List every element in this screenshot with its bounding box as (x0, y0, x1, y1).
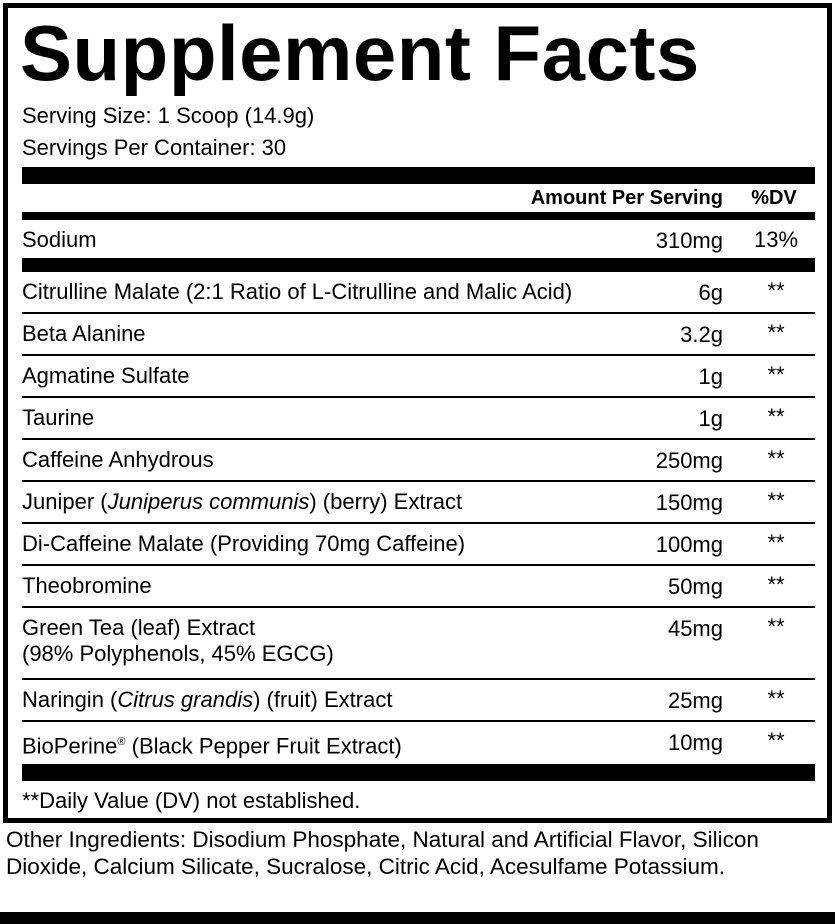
latin-name: Juniperus communis (107, 489, 310, 514)
ingredient-row: Agmatine Sulfate 1g ** (22, 356, 815, 398)
name-text: Theobromine (22, 573, 152, 598)
panel-title: Supplement Facts (20, 9, 700, 97)
name-text: Green Tea (leaf) Extract (22, 615, 256, 640)
ingredient-row: Theobromine 50mg ** (22, 566, 815, 608)
ingredient-row: Green Tea (leaf) Extract (98% Polyphenols… (22, 608, 815, 680)
name-text: ) (fruit) Extract (253, 687, 393, 712)
registered-mark: ® (117, 736, 126, 748)
ingredient-amount: 25mg (667, 688, 723, 713)
ingredient-name: Di-Caffeine Malate (Providing 70mg Caffe… (22, 524, 603, 557)
ingredient-amount: 1g (698, 406, 723, 431)
latin-name: Citrus grandis (117, 687, 254, 712)
column-header: Amount Per Serving %DV (22, 184, 815, 212)
ingredient-name: Agmatine Sulfate (22, 356, 603, 389)
ingredient-amount: 250mg (655, 448, 723, 473)
bottom-bar (0, 912, 835, 924)
dv-header: %DV (751, 186, 797, 209)
ingredient-row: BioPerine® (Black Pepper Fruit Extract) 1… (22, 722, 815, 764)
divider-thick (22, 167, 815, 184)
ingredient-name: Green Tea (leaf) Extract (98% Polyphenols… (22, 608, 603, 667)
ingredient-name: Caffeine Anhydrous (22, 440, 603, 473)
ingredient-dv: ** (767, 362, 785, 387)
ingredient-dv: ** (767, 320, 785, 345)
ingredient-dv: ** (767, 404, 785, 429)
ingredient-row: Juniper (Juniperus communis) (berry) Ext… (22, 482, 815, 524)
sodium-row: Sodium 310mg 13% (22, 220, 815, 258)
ingredient-name: Taurine (22, 398, 603, 431)
ingredient-amount: 50mg (667, 574, 723, 599)
serving-size: Serving Size: 1 Scoop (14.9g) (22, 103, 315, 128)
name-text: Taurine (22, 405, 95, 430)
ingredient-row: Citrulline Malate (2:1 Ratio of L-Citrul… (22, 272, 815, 314)
name-text: Di-Caffeine Malate (Providing 70mg Caffe… (22, 531, 466, 556)
name-text: Agmatine Sulfate (22, 363, 190, 388)
name-text: Caffeine Anhydrous (22, 447, 214, 472)
ingredient-amount: 3.2g (680, 322, 723, 347)
ingredient-amount: 10mg (667, 730, 723, 755)
name-text: BioPerine (22, 733, 118, 759)
name-text: Beta Alanine (22, 321, 146, 346)
nutrient-name: Sodium (22, 227, 97, 252)
ingredient-name: Naringin (Citrus grandis) (fruit) Extrac… (22, 680, 603, 713)
ingredient-amount: 6g (698, 280, 723, 305)
ingredient-name: Citrulline Malate (2:1 Ratio of L-Citrul… (22, 272, 603, 305)
ingredient-row: Taurine 1g ** (22, 398, 815, 440)
ingredient-dv: ** (767, 530, 785, 555)
footnote: **Daily Value (DV) not established. (22, 788, 361, 813)
other-ingredients: Other Ingredients: Disodium Phosphate, N… (6, 827, 759, 879)
divider-thick (22, 764, 815, 781)
ingredient-row: Caffeine Anhydrous 250mg ** (22, 440, 815, 482)
ingredient-name: Beta Alanine (22, 314, 603, 347)
ingredient-amount: 100mg (655, 532, 723, 557)
divider-medium (22, 212, 815, 220)
ingredient-dv: ** (767, 446, 785, 471)
ingredient-dv: ** (767, 728, 785, 753)
amount-header: Amount Per Serving (530, 186, 723, 209)
ingredient-name: Juniper (Juniperus communis) (berry) Ext… (22, 482, 603, 515)
ingredient-row: Beta Alanine 3.2g ** (22, 314, 815, 356)
ingredient-row: Di-Caffeine Malate (Providing 70mg Caffe… (22, 524, 815, 566)
name-detail: (98% Polyphenols, 45% EGCG) (22, 641, 334, 666)
name-text: Naringin ( (22, 687, 118, 712)
ingredient-amount: 1g (698, 364, 723, 389)
ingredient-name: Theobromine (22, 566, 603, 599)
name-text: Citrulline Malate (2:1 Ratio of L-Citrul… (22, 279, 573, 304)
ingredient-amount: 45mg (667, 616, 723, 641)
name-text: ) (berry) Extract (309, 489, 463, 514)
nutrient-dv: 13% (753, 227, 799, 252)
ingredient-dv: ** (767, 278, 785, 303)
ingredient-row: Naringin (Citrus grandis) (fruit) Extrac… (22, 680, 815, 722)
ingredient-dv: ** (767, 488, 785, 513)
servings-per-container: Servings Per Container: 30 (22, 135, 287, 160)
ingredient-list: Citrulline Malate (2:1 Ratio of L-Citrul… (22, 272, 815, 764)
ingredient-dv: ** (767, 686, 785, 711)
ingredient-dv: ** (767, 614, 785, 639)
ingredient-amount: 150mg (655, 490, 723, 515)
name-text: (Black Pepper Fruit Extract) (125, 733, 402, 759)
nutrient-amount: 310mg (655, 228, 723, 253)
ingredient-dv: ** (767, 572, 785, 597)
ingredient-name: BioPerine® (Black Pepper Fruit Extract) (22, 722, 603, 759)
supplement-facts-panel: Supplement Facts Serving Size: 1 Scoop (… (3, 3, 832, 823)
divider-thick (22, 258, 815, 272)
name-text: Juniper ( (22, 489, 108, 514)
